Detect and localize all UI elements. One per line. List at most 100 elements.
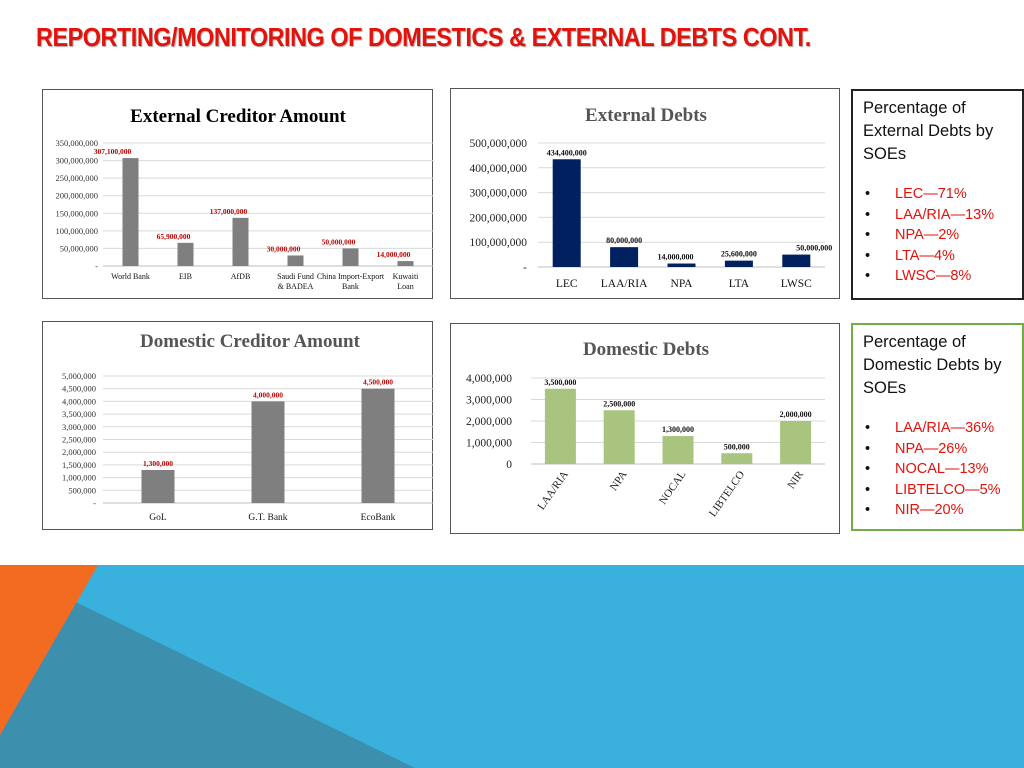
category-label: NOCAL <box>657 469 689 507</box>
bar <box>232 217 249 266</box>
y-tick-label: 3,000,000 <box>62 422 96 432</box>
bar <box>342 248 359 266</box>
data-label: 65,900,000 <box>157 232 191 241</box>
data-label: 50,000,000 <box>796 244 832 253</box>
list-item: LAA/RIA—13% <box>863 205 1014 226</box>
bar <box>780 421 812 464</box>
external-debts-percentage-box: Percentage of External Debts by SOEs LEC… <box>851 89 1024 300</box>
domestic-creditor-chart-panel: Domestic Creditor Amount - 500,000 1,000,00… <box>42 321 433 530</box>
y-tick-label: 3,000,000 <box>466 395 512 407</box>
category-label: AfDB <box>231 272 251 281</box>
y-tick-label: 50,000,000 <box>60 243 98 253</box>
list-item: NPA—2% <box>863 225 1014 246</box>
data-label: 1,300,000 <box>143 459 173 468</box>
data-label: 30,000,000 <box>267 244 301 253</box>
list-item: NOCAL—13% <box>863 459 1014 480</box>
data-label: 25,600,000 <box>721 250 757 259</box>
category-label: G.T. Bank <box>248 513 287 523</box>
category-label: NPA <box>671 278 694 290</box>
y-tick-label: 200,000,000 <box>470 212 528 224</box>
category-label: NPA <box>608 469 630 493</box>
bar <box>177 242 194 266</box>
y-tick-label: 300,000,000 <box>470 188 528 200</box>
list-item: NIR—20% <box>863 500 1014 521</box>
external-debts-chart: External Debts - 100,000,000 200,000,000 300… <box>470 105 833 290</box>
bar <box>782 254 811 267</box>
y-tick-label: 4,500,000 <box>62 384 96 394</box>
external-creditor-chart-panel: External Creditor Amount - 50,000,000 100,0… <box>42 89 433 299</box>
category-label: NIR <box>785 468 806 491</box>
data-label: 137,000,000 <box>210 207 248 216</box>
bar <box>141 469 175 503</box>
domestic-creditor-chart: Domestic Creditor Amount - 500,000 1,000,00… <box>62 331 433 523</box>
bar <box>287 255 304 266</box>
data-label: 1,300,000 <box>662 425 694 434</box>
category-label: LAA/RIA <box>601 278 648 290</box>
category-label: LAA/RIA <box>535 469 570 512</box>
y-tick-label: 100,000,000 <box>56 226 99 236</box>
bar <box>122 158 139 266</box>
bar <box>251 401 285 503</box>
y-tick-label: 400,000,000 <box>470 163 528 175</box>
data-label: 2,500,000 <box>603 399 635 408</box>
data-label: 434,400,000 <box>547 148 587 157</box>
y-tick-label: - <box>93 498 96 508</box>
y-tick-label: 200,000,000 <box>56 191 99 201</box>
y-tick-label: 500,000 <box>68 485 96 495</box>
y-tick-label: 4,000,000 <box>62 396 96 406</box>
bar <box>544 388 576 464</box>
y-tick-label: 2,000,000 <box>466 416 512 428</box>
y-tick-label: 100,000,000 <box>470 237 528 249</box>
bar <box>667 263 696 267</box>
y-tick-label: 1,000,000 <box>466 438 512 450</box>
bar <box>721 453 753 464</box>
category-label: GoL <box>149 513 167 523</box>
bar <box>603 410 635 464</box>
y-tick-label: 250,000,000 <box>56 173 99 183</box>
external-debts-chart-panel: External Debts - 100,000,000 200,000,000 300… <box>450 88 840 299</box>
data-label: 307,100,000 <box>94 147 132 156</box>
list-item: LEC—71% <box>863 184 1014 205</box>
y-tick-label: 150,000,000 <box>56 208 99 218</box>
domestic-debts-percentage-box: Percentage of Domestic Debts by SOEs LAA… <box>851 323 1024 531</box>
external-pct-heading: Percentage of External Debts by SOEs <box>863 99 994 163</box>
data-label: 500,000 <box>724 442 750 451</box>
data-label: 14,000,000 <box>377 250 411 259</box>
category-label: Kuwaiti Loan <box>393 272 420 291</box>
y-tick-label: 3,500,000 <box>62 409 96 419</box>
teal-triangle <box>0 565 415 768</box>
slide-title: REPORTING/MONITORING OF DOMESTICS & EXTE… <box>36 22 811 52</box>
bar <box>361 388 395 503</box>
list-item: LIBTELCO—5% <box>863 480 1014 501</box>
category-label: LIBTELCO <box>707 469 747 519</box>
domestic-debts-chart-panel: Domestic Debts 0 1,000,000 2,000,000 3,000,0… <box>450 323 840 534</box>
y-tick-label: 5,000,000 <box>62 371 96 381</box>
y-tick-label: 300,000,000 <box>56 156 99 166</box>
bar <box>552 159 581 267</box>
domestic-debts-chart: Domestic Debts 0 1,000,000 2,000,000 3,000,0… <box>466 339 825 519</box>
y-tick-label: 1,500,000 <box>62 460 96 470</box>
chart-title: Domestic Debts <box>583 339 709 360</box>
bar <box>662 436 694 464</box>
list-item: LTA—4% <box>863 246 1014 267</box>
bar <box>724 260 753 267</box>
decorative-background <box>0 565 1024 768</box>
domestic-pct-heading: Percentage of Domestic Debts by SOEs <box>863 333 1002 397</box>
chart-title: External Creditor Amount <box>130 106 346 127</box>
category-label: World Bank <box>111 272 150 281</box>
chart-title: External Debts <box>585 105 707 126</box>
domestic-pct-list: LAA/RIA—36% NPA—26% NOCAL—13% LIBTELCO—5… <box>863 418 1014 521</box>
data-label: 3,500,000 <box>544 378 576 387</box>
y-tick-label: 1,000,000 <box>62 473 96 483</box>
y-tick-label: 350,000,000 <box>56 138 99 148</box>
data-label: 50,000,000 <box>322 237 356 246</box>
bar <box>610 247 639 267</box>
y-tick-label: 2,500,000 <box>62 434 96 444</box>
category-label: EIB <box>179 272 192 281</box>
data-label: 14,000,000 <box>658 253 694 262</box>
category-label: LTA <box>729 278 750 290</box>
bar <box>397 261 414 266</box>
external-creditor-chart: External Creditor Amount - 50,000,000 100,0… <box>56 106 433 291</box>
category-label: LEC <box>556 278 578 290</box>
orange-triangle <box>0 565 98 735</box>
